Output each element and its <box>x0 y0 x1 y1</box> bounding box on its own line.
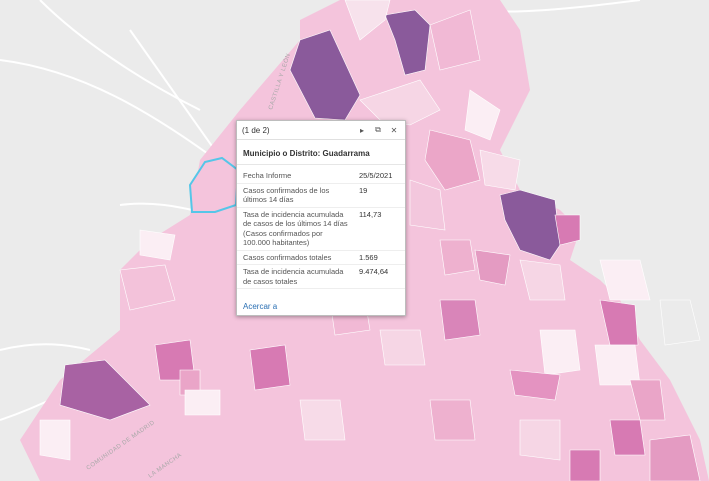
zoom-to-link[interactable]: Acercar a <box>243 302 278 311</box>
table-row: Casos confirmados totales 1.569 <box>237 250 405 265</box>
field-value: 1.569 <box>359 252 378 262</box>
popup-pager: (1 de 2) <box>242 125 270 135</box>
field-value: 114,73 <box>359 209 382 219</box>
table-row: Tasa de incidencia acumulada de casos to… <box>237 265 405 289</box>
field-value: 19 <box>359 185 368 195</box>
popup-header: (1 de 2) ▸ ⧉ ✕ <box>237 121 405 140</box>
popup-title: Municipio o Distrito: Guadarrama <box>237 140 405 165</box>
table-row: Tasa de incidencia acumulada de casos de… <box>237 207 405 250</box>
dock-icon[interactable]: ⧉ <box>375 125 381 134</box>
municipality-shapes <box>39 0 701 481</box>
field-label: Fecha Informe <box>243 171 292 180</box>
attribute-table: Fecha Informe 25/5/2021 Casos confirmado… <box>237 169 405 289</box>
table-row: Casos confirmados de los últimos 14 días… <box>237 183 405 207</box>
field-label: Casos confirmados de los últimos 14 días <box>243 185 330 205</box>
field-label: Casos confirmados totales <box>243 252 332 262</box>
info-popup: (1 de 2) ▸ ⧉ ✕ Municipio o Distrito: Gua… <box>236 120 406 316</box>
field-value: 9.474,64 <box>359 267 389 276</box>
play-icon[interactable]: ▸ <box>359 125 364 135</box>
field-label: Tasa de incidencia acumulada de casos to… <box>243 267 344 286</box>
field-label: Tasa de incidencia acumulada de casos de… <box>243 209 348 248</box>
close-icon[interactable]: ✕ <box>390 125 398 135</box>
field-value: 25/5/2021 <box>359 171 393 180</box>
table-row: Fecha Informe 25/5/2021 <box>237 169 405 183</box>
